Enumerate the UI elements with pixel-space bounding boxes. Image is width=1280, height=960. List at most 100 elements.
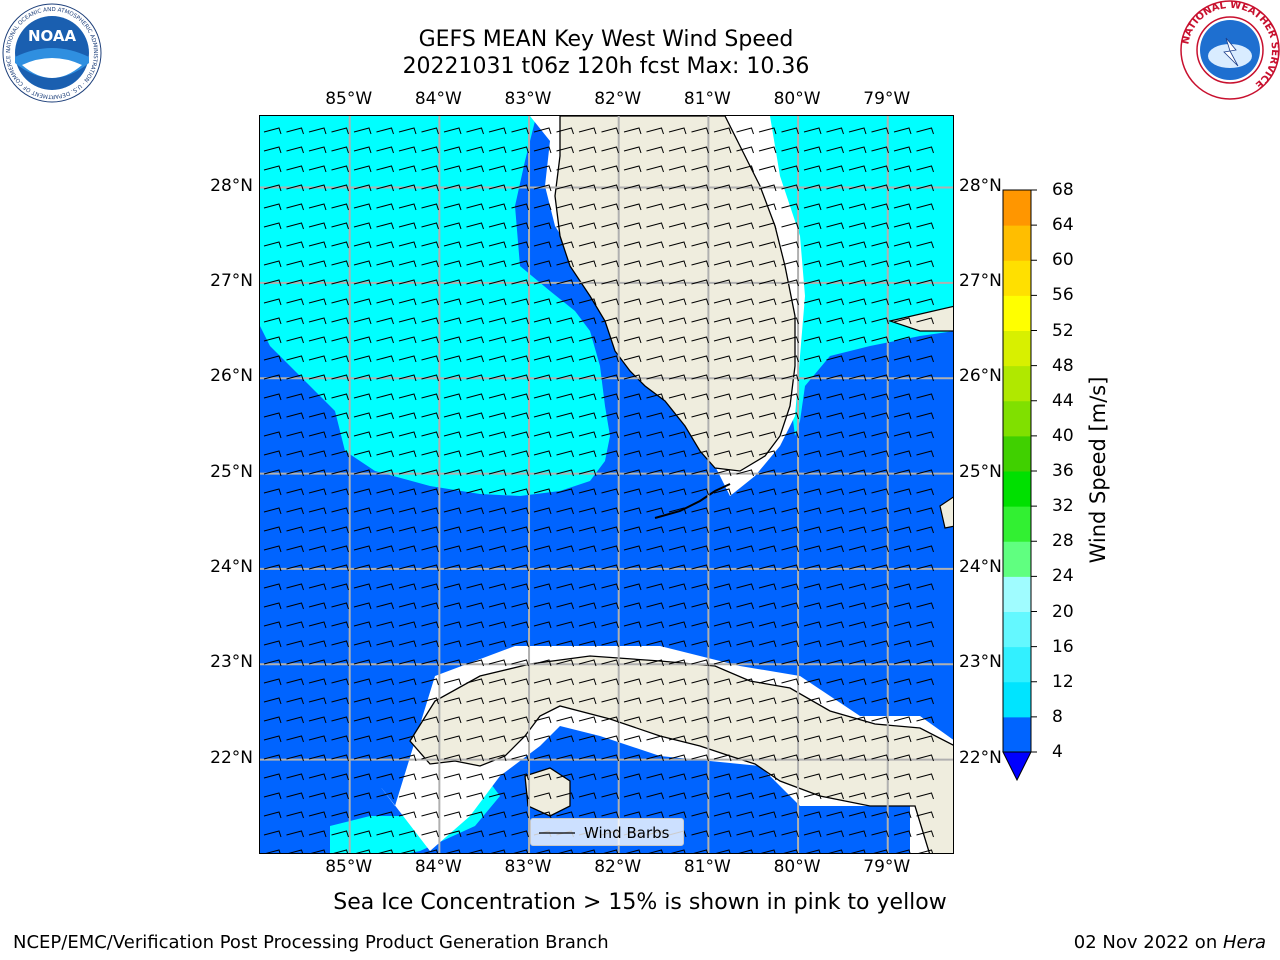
wind-barb (691, 754, 709, 762)
wind-barb (736, 678, 754, 686)
wind-barb (353, 146, 372, 154)
wind-barb (850, 849, 866, 853)
lon-label-top: 84°W (414, 89, 462, 109)
wind-barb (646, 678, 664, 686)
wind-barb (713, 526, 732, 534)
wind-barb (713, 336, 732, 344)
wind-barb (736, 811, 754, 819)
wind-barb (331, 678, 349, 686)
colorbar-segment (1003, 576, 1031, 612)
wind-barb (893, 298, 912, 306)
wind-barb (916, 222, 934, 230)
wind-barb (421, 754, 439, 762)
wind-barb (736, 526, 754, 534)
lon-label-bottom: 82°W (594, 857, 642, 877)
wind-barb (826, 507, 844, 515)
wind-barb (578, 336, 597, 344)
wind-barb (893, 127, 912, 135)
wind-barb (668, 507, 687, 515)
wind-barb (646, 374, 664, 382)
wind-barb (781, 317, 799, 325)
wind-barb (623, 317, 642, 325)
wind-barb (263, 792, 282, 800)
wind-barb (848, 678, 867, 686)
wind-barb (713, 127, 732, 135)
wind-barb (848, 526, 867, 534)
wind-barb (601, 792, 619, 800)
wind-barb (871, 754, 889, 762)
wind-barb (443, 184, 462, 192)
wind-barb (511, 507, 529, 515)
wind-barb (646, 640, 664, 648)
wind-barb (578, 697, 597, 705)
wind-barb (286, 564, 304, 572)
wind-barb (533, 811, 552, 819)
wind-barb (466, 507, 484, 515)
wind-barb (511, 298, 529, 306)
wind-barb (758, 355, 777, 363)
wind-barb (286, 450, 304, 458)
wind-barb (533, 602, 552, 610)
wind-barb (713, 659, 732, 667)
wind-barb (623, 450, 642, 458)
wind-barb (578, 279, 597, 287)
wind-barb (691, 469, 709, 477)
wind-barb (578, 469, 597, 477)
wind-barb (803, 450, 822, 458)
wind-barb (646, 735, 664, 743)
wind-barb (893, 146, 912, 154)
wind-barb (578, 355, 597, 363)
lat-label-left: 25°N (210, 461, 253, 482)
lon-label-bottom: 85°W (325, 857, 373, 877)
wind-barb (916, 735, 934, 743)
wind-barb (535, 849, 551, 853)
wind-barb (646, 279, 664, 287)
wind-barb (691, 659, 709, 667)
wind-barb (758, 735, 777, 743)
wind-barb (625, 849, 641, 853)
wind-barb (443, 754, 462, 762)
wind-barb (443, 355, 462, 363)
colorbar-tick-label: 8 (1052, 706, 1063, 727)
wind-barb (353, 222, 372, 230)
wind-barb (758, 754, 777, 762)
wind-barb (556, 773, 574, 781)
wind-barb (263, 545, 282, 553)
wind-barb (533, 412, 552, 420)
wind-barb (668, 716, 687, 724)
wind-barb (668, 564, 687, 572)
wind-barb (488, 678, 507, 686)
wind-barb (601, 184, 619, 192)
wind-barb (803, 697, 822, 705)
wind-barb (421, 735, 439, 743)
wind-barb (826, 716, 844, 724)
wind-barb (916, 773, 934, 781)
wind-barb (466, 564, 484, 572)
wind-barb (758, 602, 777, 610)
wind-barb (691, 241, 709, 249)
wind-barb (623, 716, 642, 724)
wind-barb (848, 412, 867, 420)
wind-barb (556, 507, 574, 515)
wind-barb (646, 773, 664, 781)
wind-barb (893, 317, 912, 325)
wind-barb (443, 127, 462, 135)
wind-barb (308, 659, 327, 667)
wind-barb (916, 754, 934, 762)
wind-barb (873, 849, 889, 853)
wind-barb (668, 431, 687, 439)
wind-barb (286, 735, 304, 743)
wind-barb (511, 279, 529, 287)
wind-barb (443, 507, 462, 515)
wind-barb (736, 431, 754, 439)
wind-barb (263, 659, 282, 667)
wind-barb (758, 336, 777, 344)
wind-barb (781, 431, 799, 439)
lat-label-left: 27°N (210, 270, 253, 291)
wind-barb (646, 469, 664, 477)
wind-barb (895, 849, 911, 853)
wind-barb (353, 165, 372, 173)
wind-barb (398, 203, 417, 211)
wind-barb (803, 374, 822, 382)
wind-barb (376, 184, 394, 192)
